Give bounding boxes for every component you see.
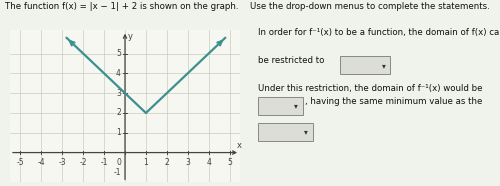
Text: 5: 5	[227, 158, 232, 166]
Text: ▾: ▾	[382, 61, 386, 70]
Text: be restricted to: be restricted to	[258, 56, 324, 65]
Text: 1: 1	[144, 158, 148, 166]
Text: 2: 2	[116, 108, 121, 117]
Text: -1: -1	[114, 168, 121, 177]
Text: , having the same minimum value as the: , having the same minimum value as the	[305, 97, 482, 106]
Text: 2: 2	[164, 158, 169, 166]
Text: -3: -3	[58, 158, 66, 166]
Text: Use the drop-down menus to complete the statements.: Use the drop-down menus to complete the …	[250, 2, 490, 11]
Text: ▾: ▾	[304, 128, 308, 137]
Text: -1: -1	[100, 158, 108, 166]
Text: In order for f⁻¹(x) to be a function, the domain of f(x) can: In order for f⁻¹(x) to be a function, th…	[258, 28, 500, 37]
Text: The function f(x) = |x − 1| + 2 is shown on the graph.: The function f(x) = |x − 1| + 2 is shown…	[5, 2, 238, 11]
Text: 3: 3	[116, 89, 121, 98]
Bar	[258, 97, 302, 115]
Text: -2: -2	[80, 158, 87, 166]
Text: 5: 5	[116, 49, 121, 58]
Text: 4: 4	[206, 158, 211, 166]
Bar	[340, 56, 390, 74]
Text: -4: -4	[38, 158, 45, 166]
Text: 3: 3	[186, 158, 190, 166]
Text: ▾: ▾	[294, 102, 298, 110]
Text: 1: 1	[116, 128, 121, 137]
Text: 0: 0	[117, 158, 122, 166]
Text: y: y	[128, 32, 133, 41]
Text: -5: -5	[16, 158, 24, 166]
Text: Under this restriction, the domain of f⁻¹(x) would be: Under this restriction, the domain of f⁻…	[258, 84, 482, 93]
Bar	[258, 123, 312, 141]
Text: x: x	[236, 141, 242, 150]
Text: 4: 4	[116, 69, 121, 78]
